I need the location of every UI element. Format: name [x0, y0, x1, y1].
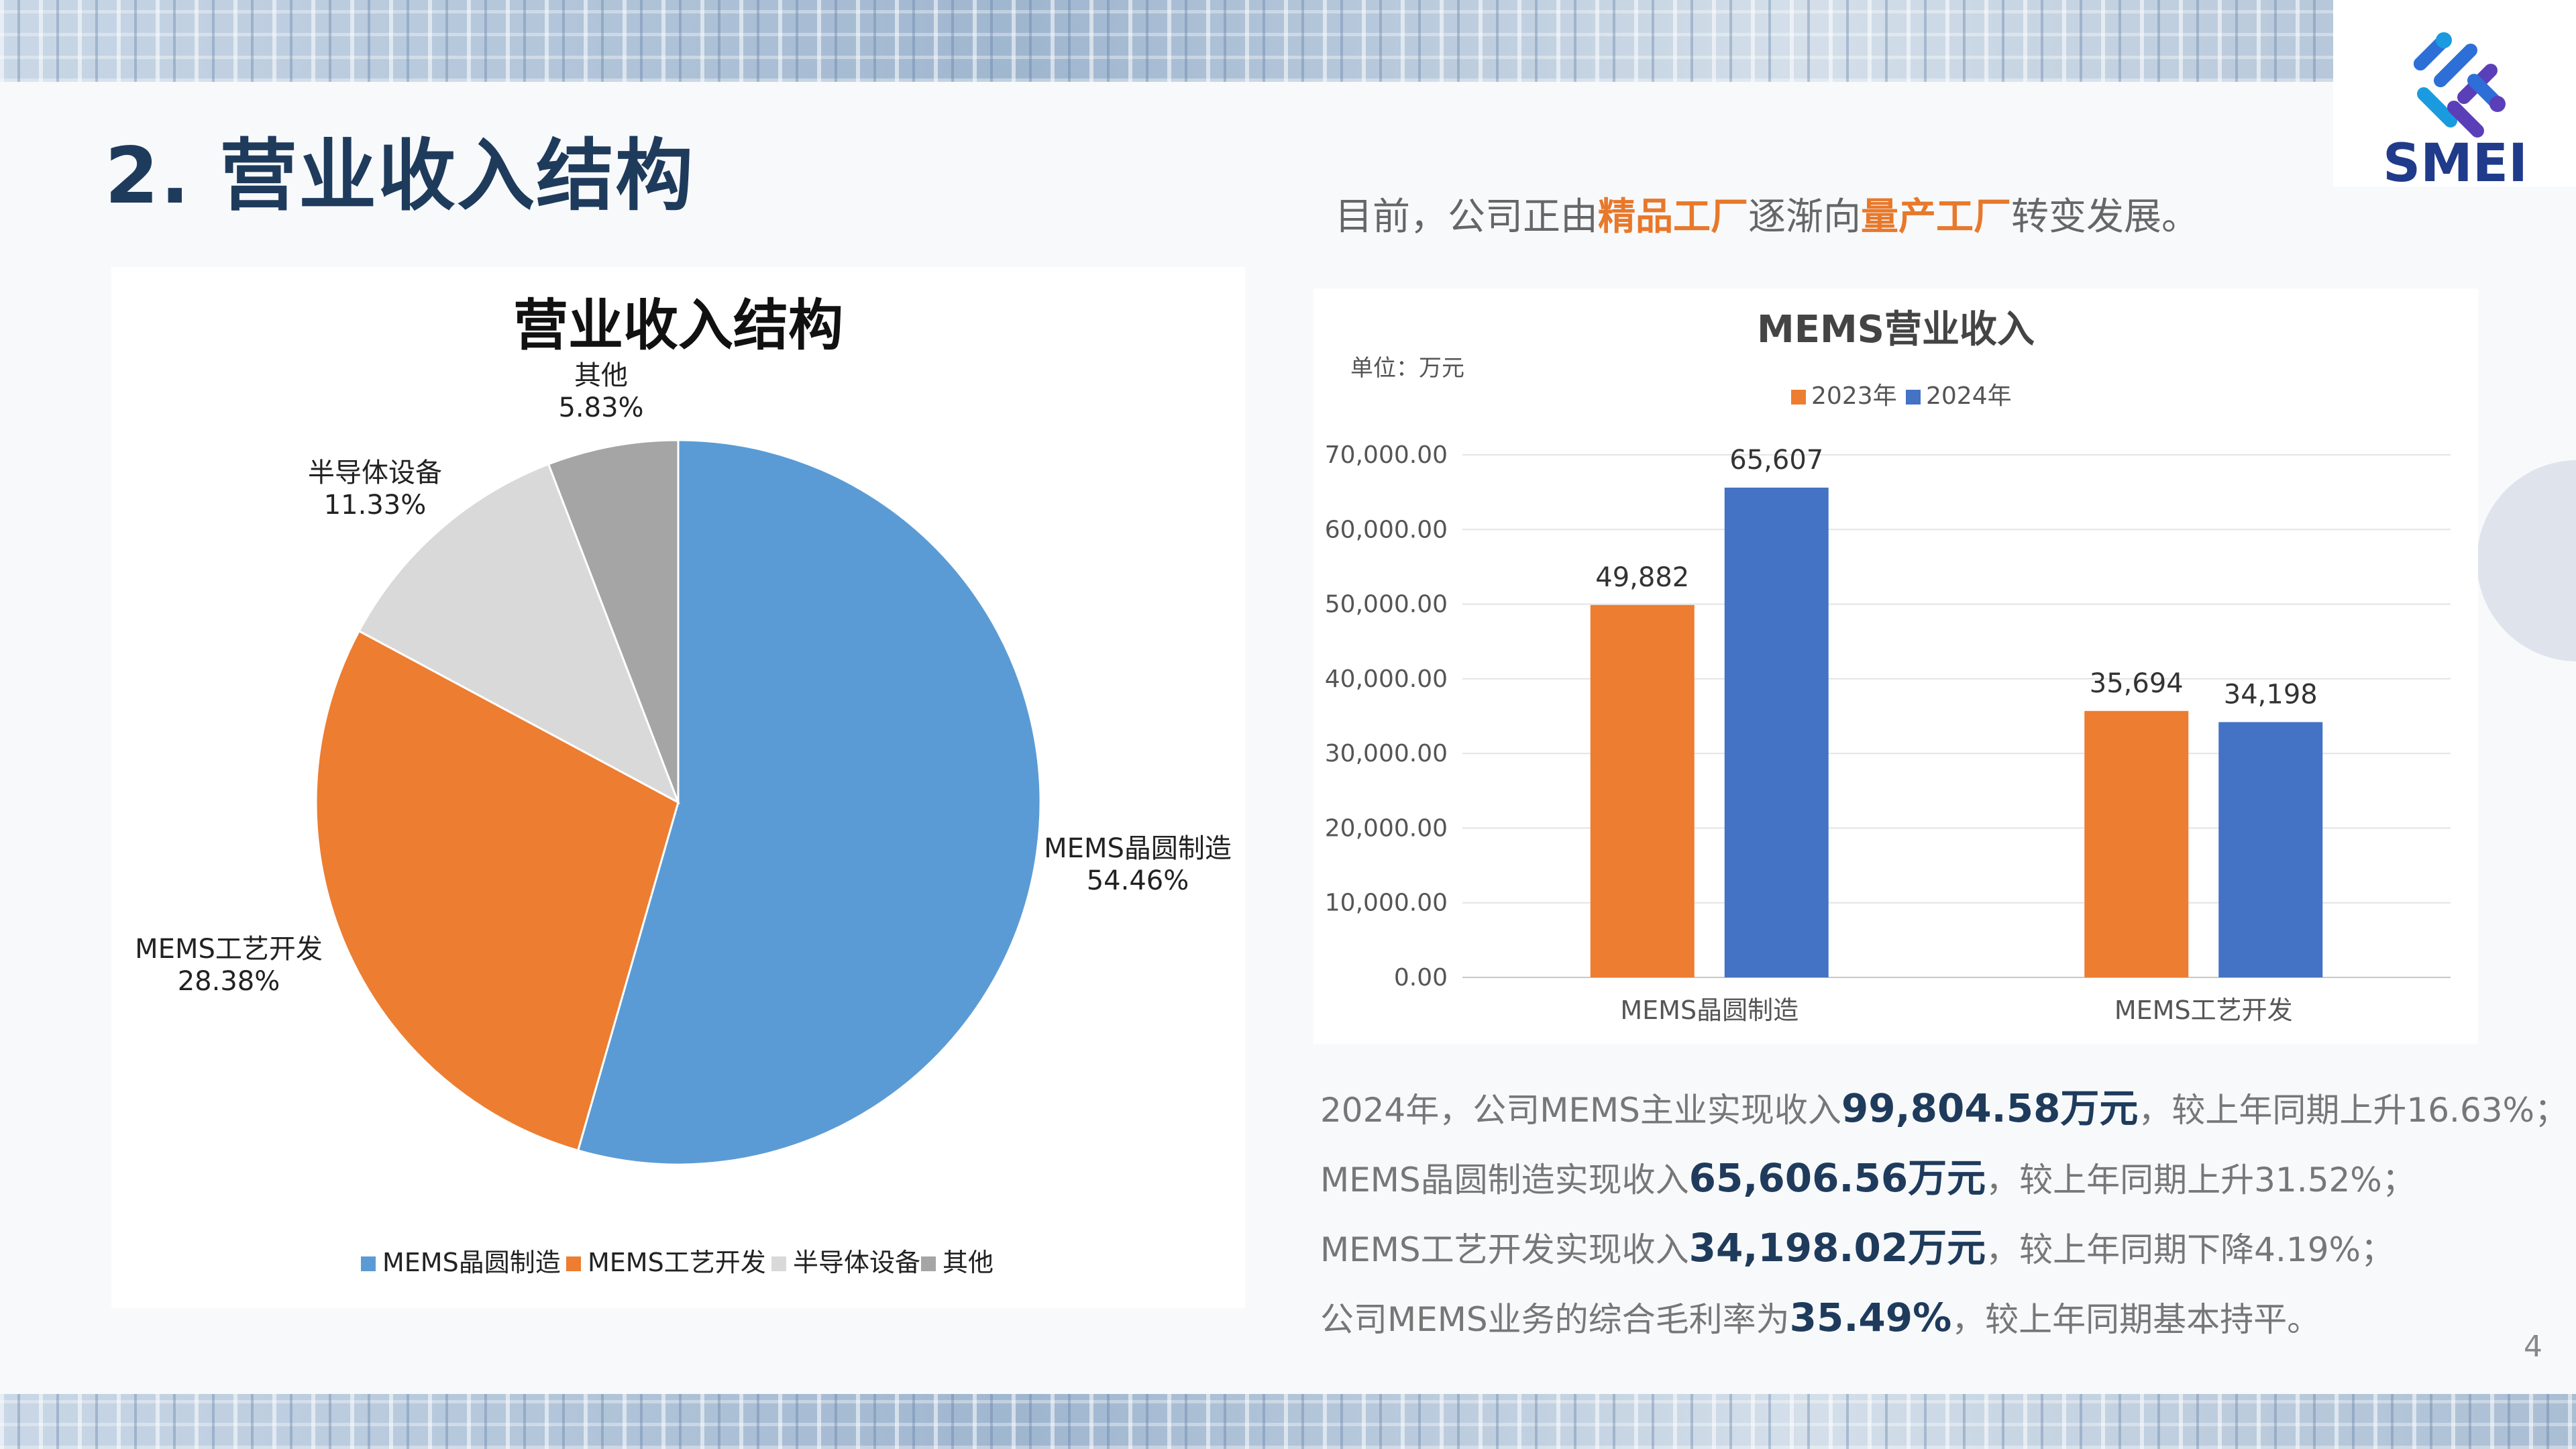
- pie-value-other: 5.83%: [558, 392, 643, 423]
- pie-label-process: MEMS工艺开发: [135, 934, 323, 965]
- note-3-text: MEMS工艺开发实现收入: [1320, 1230, 1689, 1269]
- intro-highlight-1: 精品工厂: [1598, 195, 1748, 239]
- smei-logo-icon: SMEI: [2383, 32, 2528, 194]
- bar-chart-unit: 单位：万元: [1350, 355, 1464, 382]
- note-2-tail: ，较上年同期上升31.52%；: [1986, 1161, 2416, 1199]
- pie-legend-label-equipment: 半导体设备: [793, 1248, 920, 1277]
- pie-label-other: 其他: [574, 360, 628, 391]
- bar-y-tick: 30,000.00: [1325, 740, 1448, 767]
- note-4-text: 公司MEMS业务的综合毛利率为: [1320, 1300, 1790, 1339]
- pie-chart-panel: 营业收入结构 MEMS晶圆制造 54.46% MEMS工艺开发 28.38% 半导体设备…: [111, 267, 1245, 1308]
- pie-legend-label-process: MEMS工艺开发: [588, 1248, 766, 1277]
- bar-y-tick: 20,000.00: [1325, 814, 1448, 842]
- pie-slice-process: [315, 629, 680, 1152]
- pie-legend-swatch-wafer: [361, 1256, 376, 1271]
- bar-legend-swatch-1: [1906, 390, 1921, 405]
- decorative-circle: [2477, 460, 2576, 661]
- bar-0-0: [1590, 604, 1695, 977]
- summary-notes: 2024年，公司MEMS主业实现收入99,804.58万元，较上年同期上升16.…: [1320, 1075, 2568, 1354]
- pie-legend-label-other: 其他: [943, 1248, 994, 1277]
- pie-value-equipment: 11.33%: [324, 490, 427, 521]
- bar-y-tick: 10,000.00: [1325, 890, 1448, 917]
- bar-x-tick: MEMS工艺开发: [2114, 996, 2293, 1025]
- note-1-text: 2024年，公司MEMS主业实现收入: [1320, 1091, 1841, 1130]
- pie-legend-swatch-equipment: [771, 1256, 786, 1271]
- intro-prefix: 目前，公司正由: [1335, 195, 1598, 239]
- pie-legend-swatch-other: [921, 1256, 936, 1271]
- note-2-text: MEMS晶圆制造实现收入: [1320, 1161, 1689, 1199]
- pie-legend-swatch-process: [566, 1256, 581, 1271]
- intro-middle: 逐渐向: [1748, 195, 1861, 239]
- pie-slice-wafer: [576, 439, 1042, 1166]
- logo: SMEI: [2333, 0, 2576, 194]
- bar-legend-label-0: 2023年: [1811, 382, 1897, 410]
- bar-y-tick: 40,000.00: [1325, 665, 1448, 693]
- note-3-value: 34,198.02万元: [1688, 1225, 1986, 1271]
- bar-y-tick: 0.00: [1394, 964, 1448, 991]
- bar-1-0: [2084, 710, 2189, 977]
- bar-chart-title: MEMS营业收入: [1757, 308, 2035, 352]
- circuit-banner-top: [0, 0, 2576, 82]
- bar-legend-swatch-0: [1791, 390, 1806, 405]
- note-line-2: MEMS晶圆制造实现收入65,606.56万元，较上年同期上升31.52%；: [1320, 1144, 2568, 1214]
- bar-chart-panel: MEMS营业收入单位：万元 2023年 2024年 0.00 10,000.00 20,0…: [1313, 288, 2478, 1044]
- pie-chart-title: 营业收入结构: [513, 294, 843, 358]
- pie-value-process: 28.38%: [178, 966, 280, 997]
- pie-slice-equipment: [358, 462, 680, 805]
- bar-data-label: 65,607: [1729, 445, 1823, 476]
- note-3-tail: ，较上年同期下降4.19%；: [1986, 1230, 2395, 1269]
- bar-0-1: [1724, 487, 1829, 977]
- note-1-value: 99,804.58万元: [1841, 1085, 2139, 1131]
- circuit-banner-bottom: [0, 1394, 2576, 1449]
- bar-x-tick: MEMS晶圆制造: [1620, 996, 1799, 1025]
- note-4-value: 35.49%: [1789, 1295, 1952, 1340]
- note-line-1: 2024年，公司MEMS主业实现收入99,804.58万元，较上年同期上升16.…: [1320, 1075, 2568, 1144]
- intro-text: 目前，公司正由精品工厂逐渐向量产工厂转变发展。: [1335, 186, 2199, 241]
- logo-text: SMEI: [2383, 133, 2528, 186]
- intro-highlight-2: 量产工厂: [1861, 195, 2011, 239]
- bar-data-label: 49,882: [1595, 562, 1689, 593]
- pie-legend-label-wafer: MEMS晶圆制造: [382, 1248, 561, 1277]
- bar-y-tick: 70,000.00: [1325, 441, 1448, 469]
- note-1-tail: ，较上年同期上升16.63%；: [2138, 1091, 2569, 1130]
- note-line-3: MEMS工艺开发实现收入34,198.02万元，较上年同期下降4.19%；: [1320, 1214, 2568, 1284]
- bar-legend-label-1: 2024年: [1926, 382, 2012, 410]
- pie-value-wafer: 54.46%: [1087, 865, 1189, 896]
- bar-data-label: 35,694: [2090, 668, 2184, 699]
- page-number: 4: [2524, 1330, 2542, 1364]
- pie-label-equipment: 半导体设备: [308, 458, 442, 488]
- bar-y-tick: 50,000.00: [1325, 591, 1448, 619]
- note-4-tail: ，较上年同期基本持平。: [1951, 1300, 2321, 1339]
- note-2-value: 65,606.56万元: [1688, 1155, 1986, 1201]
- page-title: 2. 营业收入结构: [105, 131, 695, 221]
- bar-y-tick: 60,000.00: [1325, 516, 1448, 543]
- note-line-4: 公司MEMS业务的综合毛利率为35.49%，较上年同期基本持平。: [1320, 1284, 2568, 1354]
- bar-data-label: 34,198: [2224, 679, 2318, 710]
- pie-chart: MEMS晶圆制造54.46%MEMS工艺开发28.38%半导体设备11.33%其…: [135, 360, 1232, 1277]
- pie-slice-other: [547, 439, 680, 803]
- bar-1-1: [2218, 722, 2323, 977]
- intro-suffix: 转变发展。: [2011, 195, 2199, 239]
- pie-label-wafer: MEMS晶圆制造: [1044, 833, 1232, 864]
